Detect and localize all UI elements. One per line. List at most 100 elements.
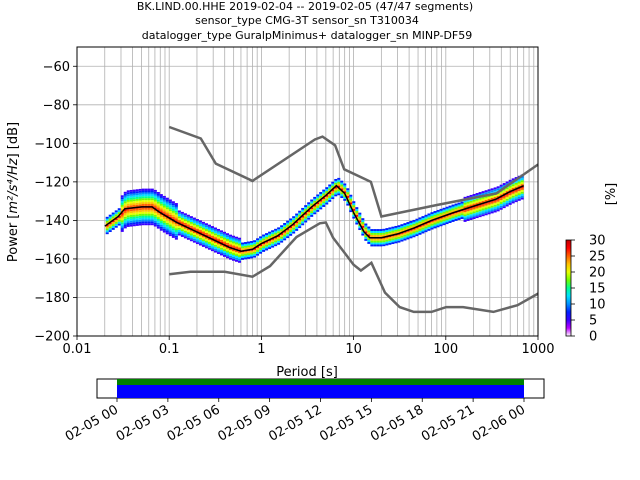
density-cell — [165, 201, 169, 204]
density-cell — [505, 191, 509, 194]
density-cell — [105, 224, 109, 227]
density-cell — [192, 221, 196, 224]
density-cell — [352, 201, 356, 204]
density-cell — [123, 211, 127, 213]
density-cell — [207, 238, 211, 241]
density-cell — [376, 230, 380, 233]
density-cell — [123, 203, 127, 206]
density-cell — [352, 214, 356, 217]
density-cell — [126, 196, 130, 199]
density-cell — [207, 232, 211, 235]
density-cell — [153, 191, 157, 194]
density-cell — [376, 244, 380, 247]
density-cell — [412, 231, 416, 234]
density-cell — [138, 215, 142, 218]
density-cell — [138, 213, 142, 216]
density-cell — [229, 236, 233, 239]
density-cell — [358, 214, 362, 217]
density-cell — [129, 201, 133, 204]
density-cell — [460, 211, 464, 214]
density-cell — [162, 195, 166, 198]
density-cell — [271, 232, 275, 235]
density-cell — [120, 206, 124, 209]
density-cell — [177, 225, 181, 228]
density-cell — [517, 189, 521, 192]
density-cell — [147, 211, 151, 214]
density-cell — [147, 190, 151, 193]
density-cell — [337, 183, 341, 186]
density-cell — [457, 202, 461, 205]
density-cell — [198, 239, 202, 242]
density-cell — [406, 233, 410, 236]
density-cell — [108, 226, 112, 229]
density-cell — [180, 231, 184, 234]
density-cell — [448, 211, 452, 214]
density-cell — [244, 242, 248, 244]
density-cell — [120, 229, 124, 232]
density-cell — [147, 194, 151, 197]
density-cell — [271, 230, 275, 233]
density-cell — [195, 219, 199, 221]
density-cell — [138, 204, 142, 207]
density-cell — [376, 229, 380, 231]
density-cell — [481, 191, 485, 194]
density-cell — [111, 227, 115, 230]
density-cell — [123, 220, 127, 223]
density-cell — [433, 214, 437, 217]
density-cell — [232, 243, 236, 246]
density-cell — [292, 218, 296, 221]
density-cell — [469, 218, 473, 220]
coverage-tick-label: 02-05 18 — [368, 402, 426, 444]
density-cell — [120, 201, 124, 204]
density-cell — [508, 195, 512, 198]
density-cell — [198, 243, 202, 246]
density-cell — [108, 222, 112, 225]
density-cell — [247, 243, 251, 246]
density-cell — [141, 207, 145, 210]
density-cell — [141, 209, 145, 212]
density-cell — [144, 209, 148, 212]
density-cell — [493, 195, 497, 198]
density-cell — [433, 216, 437, 219]
density-cell — [141, 200, 145, 203]
density-cell — [298, 220, 302, 223]
density-cell — [174, 235, 178, 238]
density-cell — [250, 244, 254, 247]
density-cell — [289, 228, 293, 231]
density-cell — [207, 242, 211, 244]
density-cell — [232, 251, 236, 254]
density-cell — [256, 240, 260, 243]
density-cell — [484, 192, 488, 195]
density-cell — [138, 217, 142, 220]
density-cell — [165, 211, 169, 214]
density-cell — [502, 192, 506, 195]
density-cell — [361, 222, 365, 224]
density-cell — [232, 235, 236, 238]
density-cell — [111, 226, 115, 228]
density-cell — [165, 222, 169, 225]
density-cell — [415, 234, 419, 237]
density-cell — [514, 177, 518, 179]
density-cell — [129, 218, 133, 221]
density-cell — [117, 219, 121, 222]
density-cell — [313, 208, 317, 211]
density-cell — [147, 209, 151, 212]
density-cell — [222, 241, 226, 244]
density-cell — [144, 217, 148, 220]
density-cell — [117, 212, 121, 215]
density-cell — [289, 230, 293, 232]
density-cell — [238, 256, 242, 259]
density-cell — [484, 213, 488, 216]
density-cell — [418, 219, 422, 222]
density-cell — [391, 238, 395, 241]
density-cell — [487, 202, 491, 205]
density-cell — [132, 201, 136, 204]
density-cell — [418, 228, 422, 231]
density-cell — [180, 215, 184, 218]
density-cell — [310, 214, 314, 217]
density-cell — [132, 212, 136, 215]
density-cell — [213, 233, 217, 236]
density-cell — [418, 232, 422, 235]
density-cell — [331, 191, 335, 194]
density-cell — [147, 202, 151, 205]
